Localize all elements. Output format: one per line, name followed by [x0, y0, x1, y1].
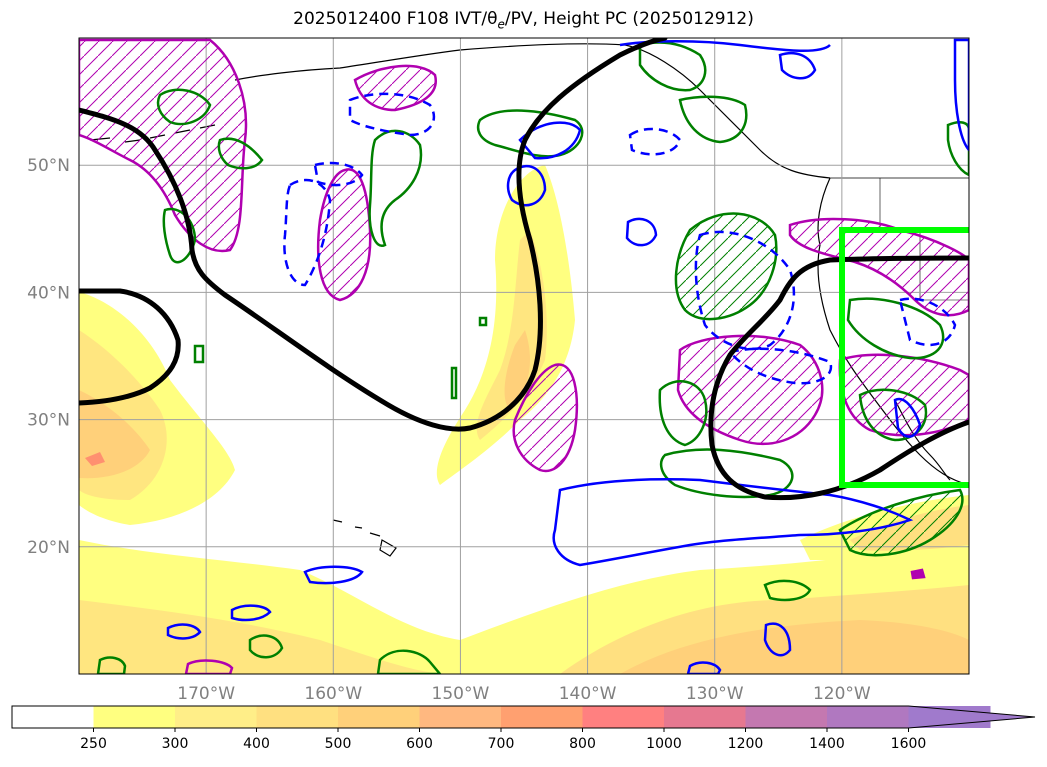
green-contour-east-main	[674, 212, 778, 321]
theta-e-dashed-box	[898, 297, 957, 347]
colorbar-swatch	[93, 706, 176, 728]
map-border	[78, 37, 970, 675]
green-contour-w-2	[217, 137, 264, 170]
green-contour-s2	[376, 649, 442, 674]
ivt-fill-south-band-inner	[79, 600, 450, 674]
theta-e-dashed-nc	[313, 161, 364, 187]
colorbar-tick-label: 1000	[646, 736, 682, 752]
longitude-label: 130°W	[686, 684, 744, 704]
latitude-label: 30°N	[27, 411, 70, 431]
coast-alaska	[234, 43, 831, 179]
green-contour-small-2	[478, 316, 488, 327]
longitude-labels: 170°W 160°W 150°W 140°W 130°W 120°W	[177, 684, 871, 704]
theta-e-solid-n	[518, 121, 582, 160]
colorbar-tick-label: 1400	[809, 736, 845, 752]
longitude-label: 140°W	[559, 684, 617, 704]
height-contour-west-loop	[79, 288, 181, 406]
colorbar-swatch	[827, 706, 909, 728]
pv-region-northwest	[79, 38, 248, 253]
plot-title: 2025012400 F108 IVT/θe/PV, Height PC (20…	[293, 9, 754, 32]
theta-e-solid-s4	[763, 622, 792, 657]
longitude-label: 170°W	[177, 684, 235, 704]
coast-hawaii	[332, 519, 397, 557]
colorbar-outline	[11, 705, 1036, 729]
ivt-fill-central-plume	[436, 165, 575, 485]
colorbar-tick-label: 300	[162, 736, 189, 752]
green-contour-s3	[248, 634, 284, 659]
colorbar-swatch	[582, 706, 665, 728]
latitude-label: 50°N	[27, 156, 70, 176]
green-contour-ne	[638, 41, 707, 92]
latitude-labels: 50°N 40°N 30°N 20°N	[27, 156, 70, 558]
colorbar-tick-label: 800	[569, 736, 596, 752]
green-contour-ne2	[678, 95, 748, 144]
colorbar-swatch	[419, 706, 502, 728]
green-contour-s1	[763, 579, 812, 602]
pv-region-central-west	[316, 168, 372, 302]
theta-e-solid-s3	[166, 623, 202, 640]
region-highlight-box	[839, 227, 969, 488]
colorbar: 250 300 400 500 600 700 800 1000 1200 1400 1600	[11, 705, 1036, 752]
theta-e-solid-nc	[506, 164, 547, 207]
pv-region-bottom	[184, 659, 234, 674]
colorbar-tick-label: 600	[406, 736, 433, 752]
pv-region-small-se	[910, 568, 926, 580]
theta-e-solid-s5	[686, 661, 722, 674]
pv-region-central-south	[512, 363, 579, 473]
colorbar-swatch	[664, 706, 746, 728]
colorbar-swatch	[256, 706, 339, 728]
theta-e-solid-s1	[303, 565, 364, 585]
colorbar-swatch	[12, 706, 94, 728]
ivt-fill-west-plume-peak	[85, 452, 105, 466]
theta-e-dashed-n	[348, 92, 436, 137]
green-contour-box	[846, 297, 945, 360]
theta-e-dashed-e2	[727, 347, 833, 385]
theta-e-dashed-e	[694, 230, 796, 351]
green-contour-east-2	[658, 380, 708, 447]
latitude-label: 40°N	[27, 283, 70, 303]
colorbar-swatch	[338, 706, 420, 728]
theta-e-dashed-ne	[628, 127, 682, 156]
colorbar-swatch	[501, 706, 583, 728]
colorbar-swatch	[745, 706, 828, 728]
height-contour-layer	[79, 38, 969, 501]
colorbar-extend-arrow	[908, 706, 1035, 728]
theta-e-solid-mid	[625, 217, 658, 247]
theta-e-dashed-nw	[283, 178, 332, 287]
colorbar-tick-label: 1200	[728, 736, 764, 752]
green-contour-box2	[858, 388, 928, 442]
colorbar-tick-label: 400	[243, 736, 270, 752]
height-contour-west	[79, 38, 668, 432]
longitude-label: 160°W	[304, 684, 362, 704]
colorbar-tick-label: 500	[325, 736, 352, 752]
theta-e-solid-s2	[230, 604, 272, 622]
pv-layer	[79, 38, 969, 674]
longitude-label: 120°W	[813, 684, 871, 704]
height-contour-east	[708, 255, 969, 501]
green-contour-nw	[156, 88, 212, 126]
colorbar-swatch	[175, 706, 257, 728]
colorbar-tick-label: 250	[80, 736, 107, 752]
theta-e-solid-box	[893, 397, 922, 438]
green-contour-small-3	[193, 344, 205, 364]
green-contour-s4	[96, 656, 127, 674]
colorbar-tick-label: 700	[488, 736, 515, 752]
ivt-fill-south-band-core	[620, 620, 969, 674]
green-contour-nc	[368, 129, 423, 247]
theta-e-solid-s-band	[552, 478, 914, 567]
longitude-label: 150°W	[432, 684, 490, 704]
theta-e-layer	[166, 38, 969, 674]
latitude-label: 20°N	[27, 538, 70, 558]
green-contour-small-1	[450, 366, 458, 400]
theta-e-solid-ne2	[778, 51, 817, 80]
green-contour-layer	[96, 41, 969, 674]
colorbar-tick-label: 1600	[891, 736, 927, 752]
